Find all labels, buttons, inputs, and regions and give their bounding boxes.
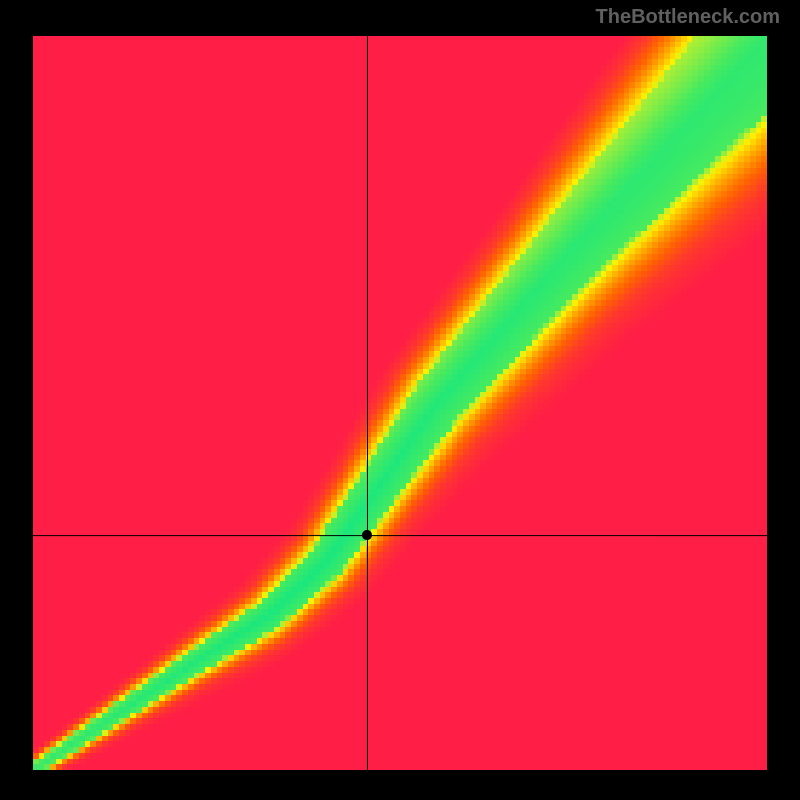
- watermark-text: TheBottleneck.com: [596, 6, 780, 29]
- bottleneck-heatmap-container: TheBottleneck.com: [0, 0, 800, 800]
- bottleneck-heatmap-canvas: [0, 0, 800, 800]
